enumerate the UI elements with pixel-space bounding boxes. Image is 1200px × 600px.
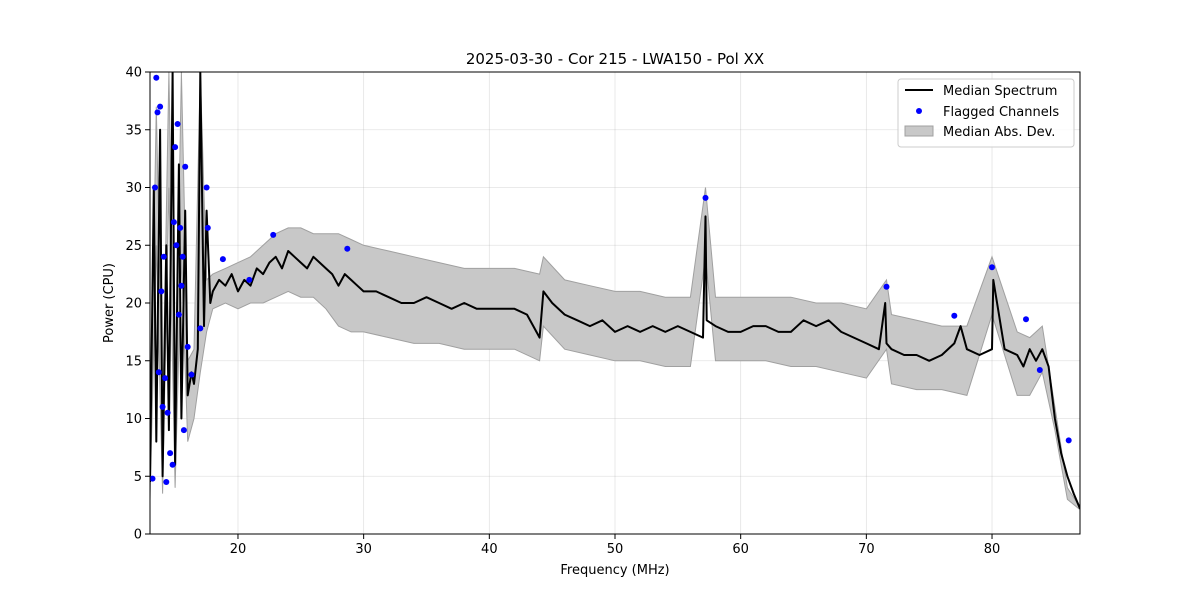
y-tick-label: 5: [134, 470, 142, 485]
x-tick-label: 70: [858, 542, 875, 557]
flagged-channel-point: [162, 375, 169, 382]
flagged-channel-point: [180, 427, 187, 434]
flagged-channel-point: [702, 194, 709, 201]
flagged-channel-point: [1065, 437, 1072, 444]
flagged-channel-point: [188, 371, 195, 378]
flagged-channel-point: [1023, 316, 1029, 323]
x-tick-label: 50: [607, 542, 624, 557]
y-tick-label: 0: [134, 528, 142, 543]
flagged-channel-point: [159, 403, 166, 410]
flagged-channel-point: [344, 245, 351, 252]
flagged-channel-point: [158, 288, 165, 295]
flagged-channel-point: [219, 256, 226, 263]
y-tick-label: 25: [125, 239, 142, 254]
flagged-channel-point: [989, 264, 995, 271]
mad-band: [150, 72, 1080, 511]
y-tick-label: 30: [125, 181, 142, 196]
axes: 20 30 40 50 60 70 80 0 5 10 15 20 25 30 35 40: [125, 66, 1000, 558]
legend-mad-swatch: [904, 125, 934, 137]
flagged-channel-point: [246, 276, 253, 283]
legend-box: [897, 78, 1075, 148]
flagged-channel-point: [204, 224, 211, 231]
y-tick-label: 40: [125, 66, 142, 81]
flagged-channel-point: [169, 461, 176, 468]
flagged-channel-point: [951, 312, 958, 319]
plot-area: [150, 72, 1080, 511]
flagged-channel-point: [160, 253, 167, 260]
y-tick-label: 35: [125, 123, 142, 138]
x-tick-label: 40: [481, 542, 498, 557]
x-axis-label: Frequency (MHz): [560, 563, 669, 578]
flagged-channel-point: [153, 74, 160, 81]
legend-median-label: Median Spectrum: [943, 84, 1057, 99]
flagged-channel-point: [175, 311, 182, 318]
y-axis-label: Power (CPU): [102, 263, 117, 343]
legend: Median Spectrum Flagged Channels Median …: [897, 78, 1075, 148]
y-tick-label: 10: [125, 412, 142, 427]
flagged-channel-point: [203, 184, 210, 191]
chart-title: 2025-03-30 - Cor 215 - LWA150 - Pol XX: [466, 50, 764, 68]
flagged-channel-point: [167, 450, 174, 457]
flagged-channel-point: [163, 479, 170, 485]
x-tick-label: 30: [355, 542, 372, 557]
flagged-channel-point: [155, 369, 162, 376]
flagged-channel-point: [182, 163, 189, 170]
legend-mad-label: Median Abs. Dev.: [943, 125, 1055, 140]
flagged-channel-point: [174, 121, 181, 127]
flagged-channel-point: [172, 144, 179, 151]
legend-flagged-label: Flagged Channels: [943, 105, 1059, 120]
flagged-channel-point: [197, 325, 204, 332]
flagged-channel-point: [883, 283, 890, 290]
median-spectrum-line: [150, 72, 1080, 509]
flagged-channel-point: [164, 409, 171, 416]
flagged-channel-point: [1036, 367, 1043, 373]
flagged-channel-point: [177, 224, 184, 231]
y-tick-label: 15: [125, 354, 142, 369]
flagged-channel-point: [157, 103, 164, 110]
flagged-channel-point: [184, 343, 191, 350]
x-tick-label: 80: [984, 542, 1001, 557]
legend-flagged-swatch: [916, 108, 922, 114]
flagged-channel-point: [152, 184, 158, 191]
x-tick-label: 60: [732, 542, 749, 557]
flagged-channel-point: [170, 219, 177, 226]
y-tick-label: 20: [125, 297, 142, 312]
flagged-channel-point: [179, 253, 186, 260]
flagged-channel-point: [270, 231, 277, 238]
flagged-channel-point: [173, 242, 180, 249]
flagged-channel-point: [178, 282, 185, 289]
x-tick-label: 20: [230, 542, 247, 557]
flagged-channel-point: [150, 475, 156, 482]
flagged-channel-point: [154, 109, 161, 116]
